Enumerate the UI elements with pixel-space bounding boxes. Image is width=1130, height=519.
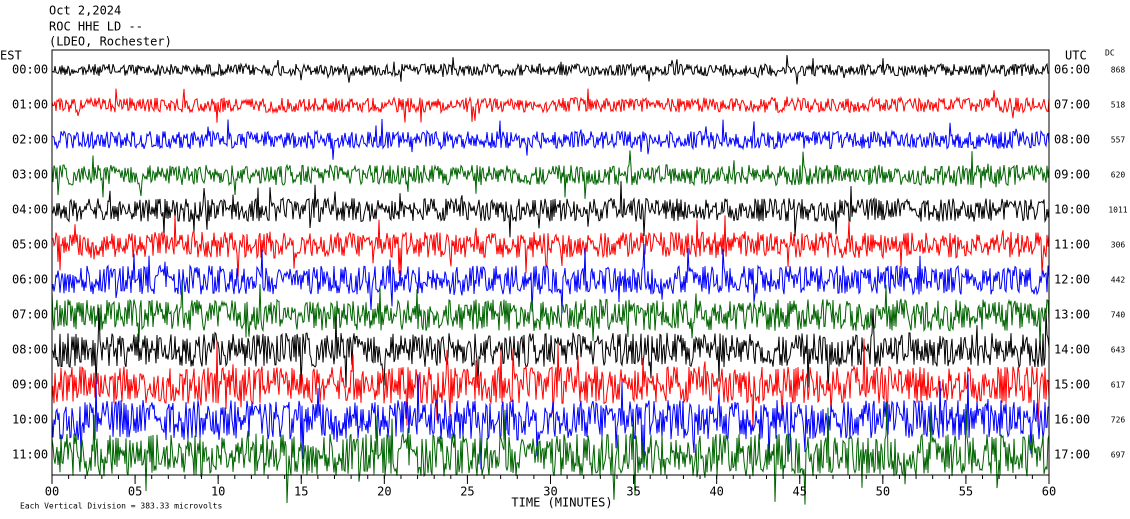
dc-value: 697 xyxy=(1111,451,1126,460)
est-label: 01:00 xyxy=(12,98,48,112)
trace xyxy=(51,243,1050,314)
utc-label: 08:00 xyxy=(1054,133,1090,147)
dc-value: 617 xyxy=(1111,381,1126,390)
dc-value: 1011 xyxy=(1108,206,1127,215)
utc-label: 16:00 xyxy=(1054,413,1090,427)
x-tick-label: 00 xyxy=(45,485,59,499)
x-tick-label: 10 xyxy=(211,485,225,499)
est-label: 07:00 xyxy=(12,308,48,322)
trace xyxy=(51,401,1050,505)
x-tick-label: 30 xyxy=(543,485,557,499)
est-label: 04:00 xyxy=(12,203,48,217)
trace xyxy=(51,279,1050,349)
est-label: 09:00 xyxy=(12,378,48,392)
utc-label: 06:00 xyxy=(1054,63,1090,77)
x-tick-label: 35 xyxy=(626,485,640,499)
trace xyxy=(51,55,1050,85)
utc-label: 07:00 xyxy=(1054,98,1090,112)
trace xyxy=(51,150,1050,199)
est-label: 05:00 xyxy=(12,238,48,252)
utc-label: 10:00 xyxy=(1054,203,1090,217)
dc-value: 557 xyxy=(1111,136,1126,145)
est-label: 00:00 xyxy=(12,63,48,77)
dc-header: DC xyxy=(1105,49,1115,58)
traces xyxy=(51,55,1050,505)
utc-header: UTC xyxy=(1065,49,1087,63)
utc-label: 12:00 xyxy=(1054,273,1090,287)
utc-label: 14:00 xyxy=(1054,343,1090,357)
utc-label: 13:00 xyxy=(1054,308,1090,322)
footnote: Each Vertical Division = 383.33 microvol… xyxy=(20,502,222,511)
est-label: 03:00 xyxy=(12,168,48,182)
trace xyxy=(51,338,1050,430)
x-axis-label: TIME (MINUTES) xyxy=(511,496,612,510)
utc-label: 15:00 xyxy=(1054,378,1090,392)
dc-value: 868 xyxy=(1111,66,1126,75)
x-tick-label: 20 xyxy=(377,485,391,499)
trace xyxy=(51,181,1050,238)
est-header: EST xyxy=(0,49,22,63)
x-tick-label: 05 xyxy=(128,485,142,499)
trace xyxy=(51,374,1050,470)
est-label: 08:00 xyxy=(12,343,48,357)
trace xyxy=(51,307,1050,391)
title-line: (LDEO, Rochester) xyxy=(49,35,172,49)
x-tick-label: 45 xyxy=(793,485,807,499)
trace xyxy=(52,215,1050,278)
x-tick-label: 40 xyxy=(709,485,723,499)
x-tick-label: 60 xyxy=(1042,485,1056,499)
x-tick-label: 15 xyxy=(294,485,308,499)
utc-label: 11:00 xyxy=(1054,238,1090,252)
title-line: Oct 2,2024 xyxy=(49,4,121,18)
x-tick-label: 25 xyxy=(460,485,474,499)
utc-label: 09:00 xyxy=(1054,168,1090,182)
x-tick-label: 55 xyxy=(959,485,973,499)
dc-value: 306 xyxy=(1111,241,1126,250)
dc-value: 518 xyxy=(1111,101,1126,110)
dc-value: 643 xyxy=(1111,346,1126,355)
trace xyxy=(51,88,1050,123)
dc-value: 740 xyxy=(1111,311,1126,320)
title-line: ROC HHE LD -- xyxy=(49,20,143,34)
est-label: 11:00 xyxy=(12,448,48,462)
est-label: 02:00 xyxy=(12,133,48,147)
trace xyxy=(51,118,1050,160)
dc-value: 726 xyxy=(1111,416,1126,425)
est-label: 10:00 xyxy=(12,413,48,427)
est-label: 06:00 xyxy=(12,273,48,287)
x-tick-label: 50 xyxy=(876,485,890,499)
dc-value: 442 xyxy=(1111,276,1126,285)
dc-value: 620 xyxy=(1111,171,1126,180)
utc-label: 17:00 xyxy=(1054,448,1090,462)
